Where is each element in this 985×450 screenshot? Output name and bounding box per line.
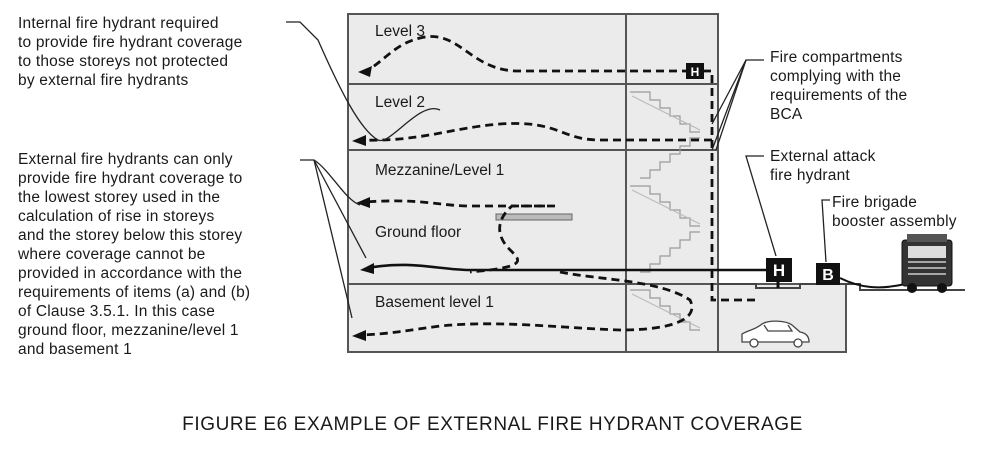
arrowhead-level-2 [352, 135, 366, 146]
internal-hydrant-note: Internal fire hydrant required to provid… [18, 15, 243, 89]
level-2-label: Level 2 [375, 94, 425, 111]
hose-level-2 [359, 122, 712, 142]
hose-basement [359, 270, 694, 337]
hose-ground-floor [367, 263, 778, 272]
basement-label: Basement level 1 [375, 294, 494, 311]
arrowhead-mezzanine [356, 197, 370, 208]
leader-booster [821, 199, 830, 263]
hose-mezzanine [364, 199, 545, 208]
leader-external-ground [313, 159, 367, 259]
arrowhead-basement [352, 330, 366, 341]
external-hydrant-marker [766, 258, 792, 282]
leader-lines [286, 21, 830, 319]
hose-to-ground-path [469, 204, 555, 274]
stair-hatching [631, 95, 701, 329]
level-3-label: Level 3 [375, 23, 425, 40]
external-hydrant-hoses [359, 199, 694, 337]
hose-level-3 [367, 35, 690, 73]
hose-arrowheads [352, 66, 374, 341]
ground-line [718, 283, 965, 291]
booster-hose [839, 277, 906, 289]
car-icon [741, 320, 810, 348]
external-hydrant-note: External fire hydrants can only provide … [18, 151, 251, 358]
internal-hydrant-letter: H [691, 65, 700, 79]
leader-compartment-tick [715, 59, 747, 151]
external-attack-hydrant-note: External attack fire hydrant [770, 148, 876, 184]
stair-flight-2 [640, 137, 700, 179]
ground-floor-label: Ground floor [375, 224, 461, 241]
arrowhead-level-3 [358, 66, 372, 77]
internal-hydrant-marker [686, 63, 704, 79]
booster-assembly-note: Fire brigade booster assembly [832, 194, 957, 230]
fire-compartments-note: Fire compartments complying with the req… [770, 49, 908, 123]
booster-letter: B [822, 267, 834, 284]
internal-hydrant-hoses [359, 35, 760, 302]
booster-marker [816, 263, 840, 285]
stairs [630, 91, 701, 331]
leader-compartment-lower [711, 59, 764, 125]
mezzanine-label: Mezzanine/Level 1 [375, 162, 504, 179]
external-hydrant-letter: H [773, 261, 785, 280]
mezzanine-slab [495, 213, 573, 221]
arrowhead-ground [360, 263, 374, 274]
fire-truck-icon [901, 234, 953, 293]
leader-external-basement [313, 159, 353, 319]
stair-flight-4 [640, 231, 700, 273]
figure-caption: FIGURE E6 EXAMPLE OF EXTERNAL FIRE HYDRA… [182, 414, 803, 435]
leader-internal-hydrant [286, 21, 441, 141]
internal-riser [690, 69, 760, 302]
leader-external-attack [745, 155, 777, 257]
storey-basement [347, 283, 719, 353]
